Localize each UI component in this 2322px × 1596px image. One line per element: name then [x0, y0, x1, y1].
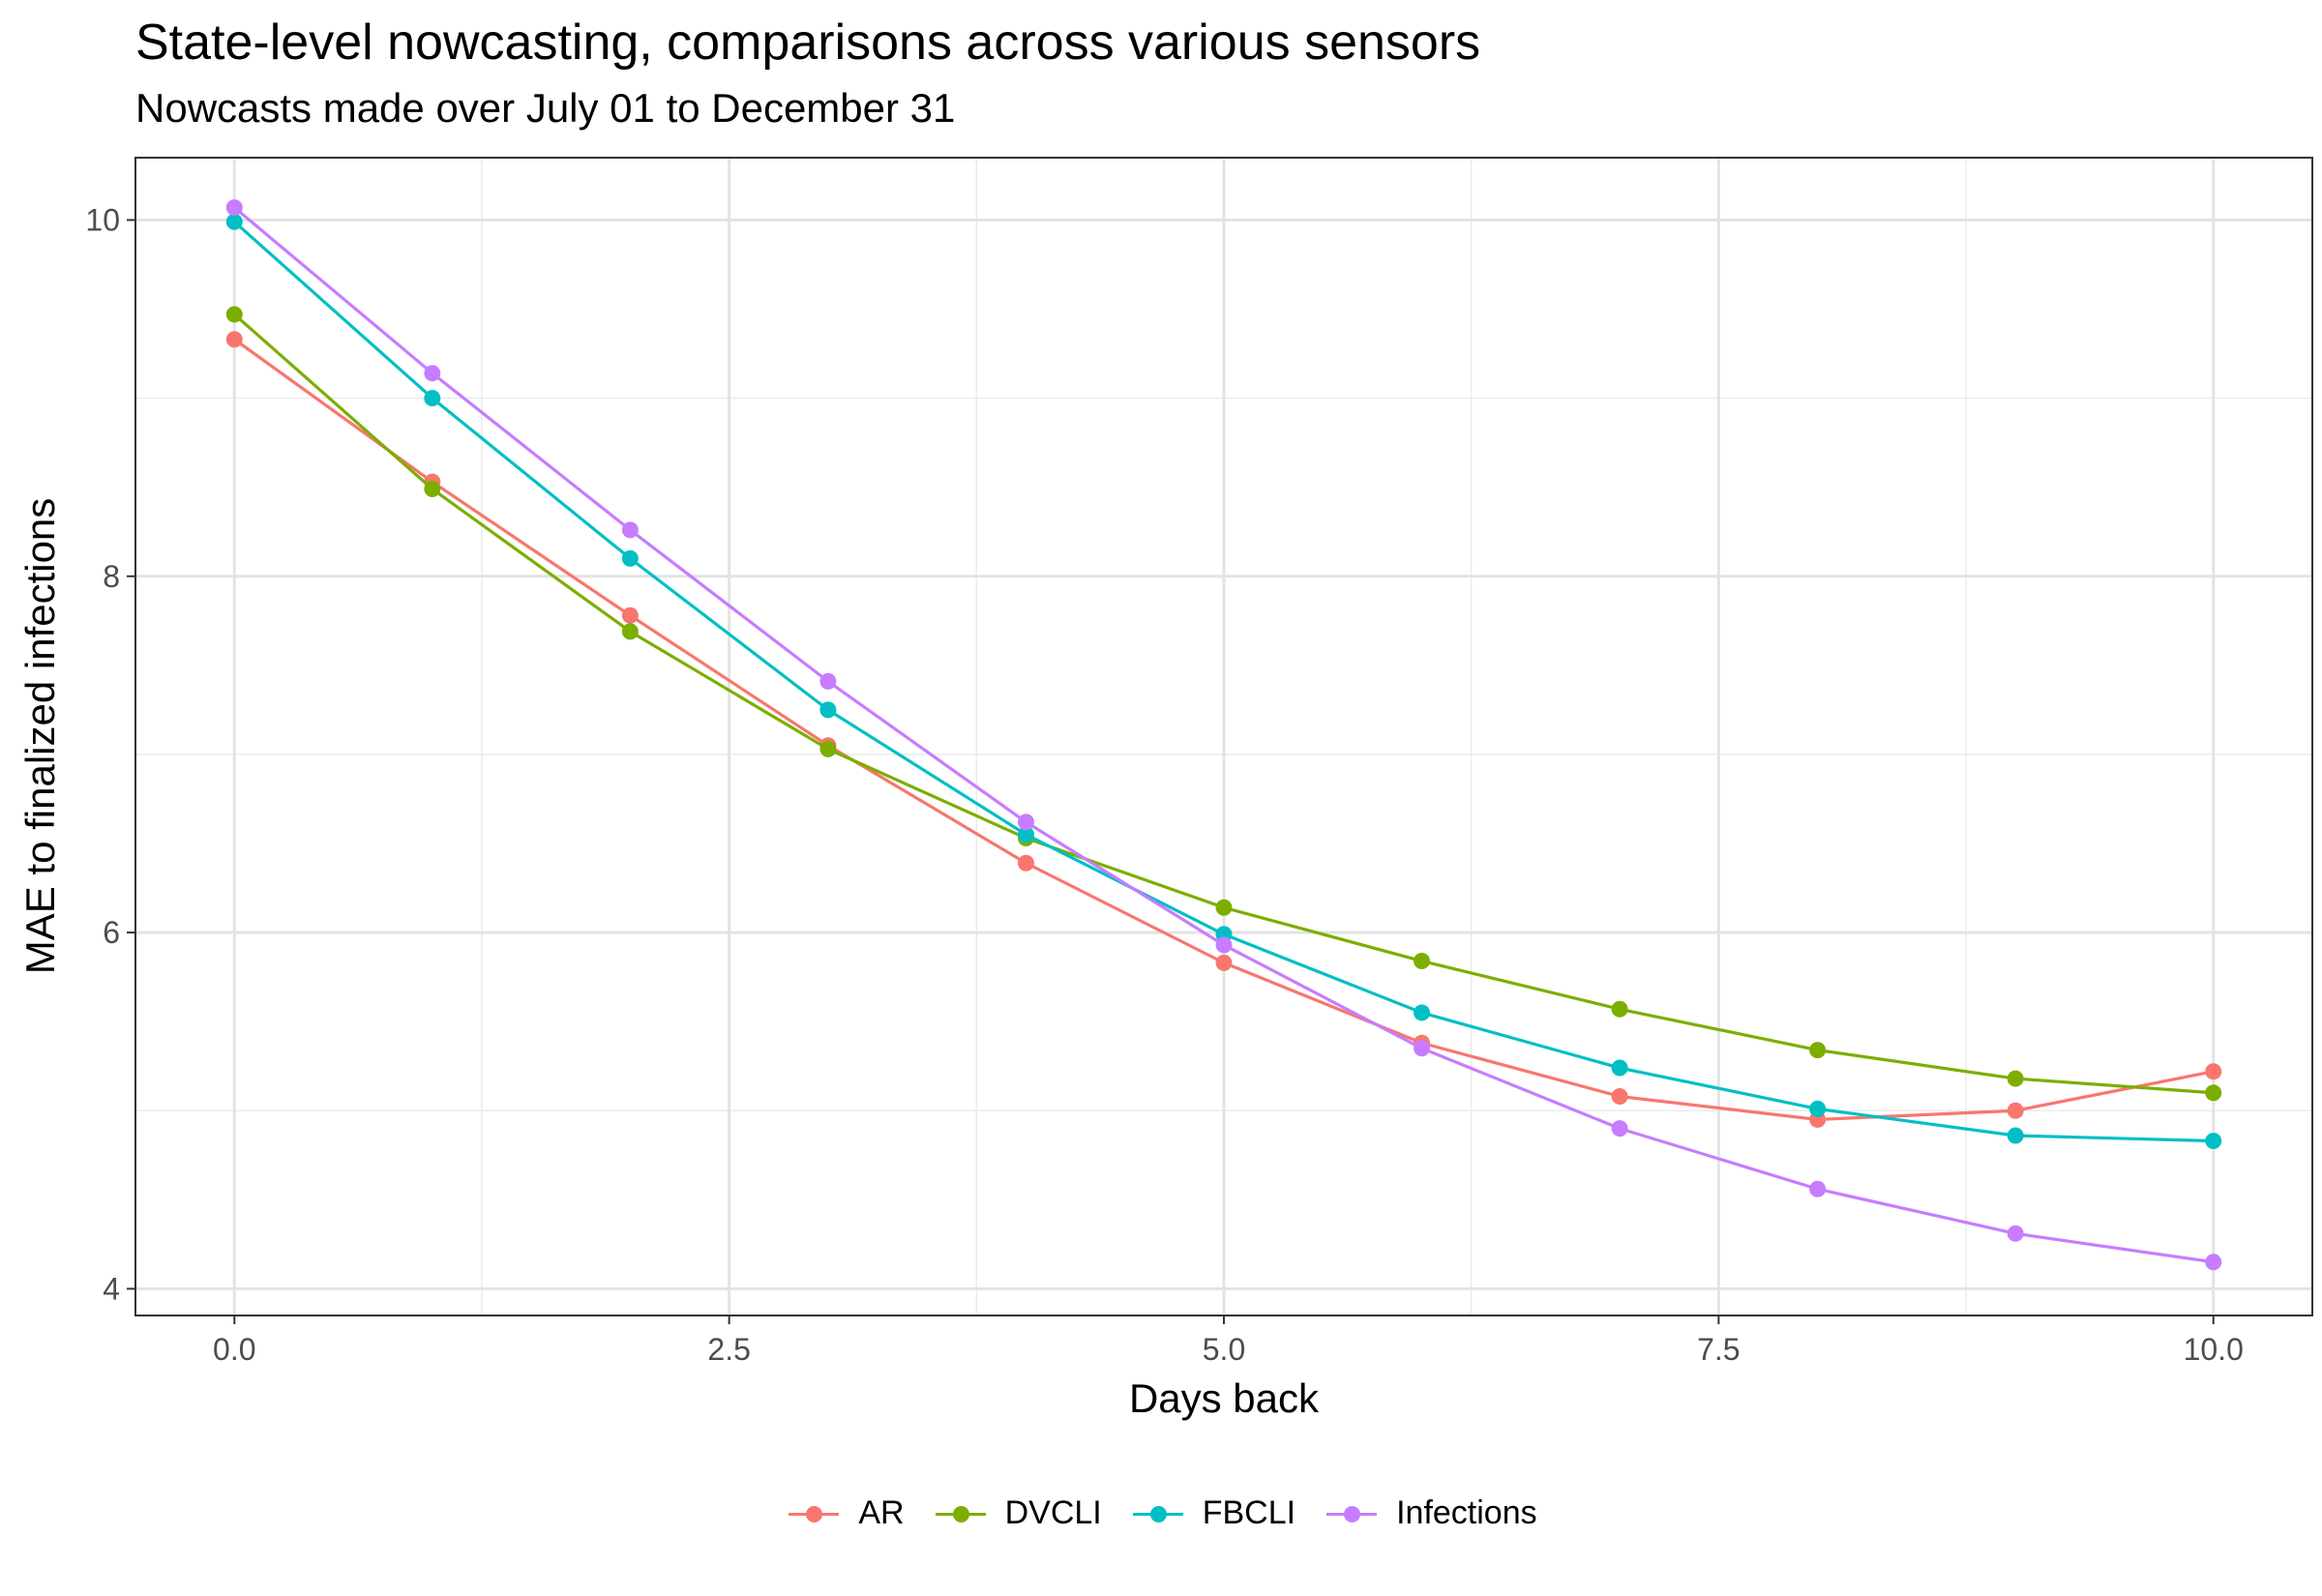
data-point-fbcli — [2007, 1127, 2024, 1144]
legend-key-infections — [1323, 1499, 1381, 1528]
x-tick-label: 2.5 — [707, 1332, 750, 1367]
data-point-fbcli — [1017, 826, 1034, 843]
major-gridlines — [135, 158, 2312, 1315]
legend-item-infections: Infections — [1323, 1494, 1537, 1532]
data-point-infections — [1215, 936, 1233, 954]
legend-key-dot — [952, 1505, 969, 1522]
y-tick-label: 6 — [103, 915, 120, 950]
legend: AR DVCLI FBCLI Infections — [0, 1494, 2322, 1532]
x-tick-label: 10.0 — [2184, 1332, 2244, 1367]
legend-item-ar: AR — [785, 1494, 905, 1532]
legend-label-infections: Infections — [1396, 1494, 1537, 1531]
data-point-ar — [2007, 1102, 2024, 1119]
legend-key-fbcli — [1129, 1499, 1187, 1528]
x-tick-label: 7.5 — [1697, 1332, 1740, 1367]
data-point-ar — [1611, 1087, 1628, 1105]
legend-label-dvcli: DVCLI — [1004, 1494, 1102, 1531]
data-point-dvcli — [1414, 953, 1431, 970]
data-point-fbcli — [819, 701, 837, 719]
legend-item-fbcli: FBCLI — [1129, 1494, 1295, 1532]
data-point-infections — [225, 199, 243, 217]
data-point-dvcli — [2205, 1084, 2222, 1102]
data-point-infections — [2007, 1225, 2024, 1242]
data-point-dvcli — [1611, 1000, 1628, 1018]
legend-key-ar — [785, 1499, 843, 1528]
data-point-infections — [2205, 1254, 2222, 1271]
data-point-ar — [1017, 854, 1034, 872]
data-point-ar — [2205, 1063, 2222, 1080]
data-point-infections — [1414, 1040, 1431, 1057]
legend-key-dot — [1344, 1505, 1361, 1522]
legend-label-ar: AR — [858, 1494, 905, 1531]
data-point-fbcli — [225, 213, 243, 230]
data-point-ar — [1215, 954, 1233, 971]
data-point-dvcli — [819, 740, 837, 757]
series-layer — [225, 199, 2222, 1271]
data-point-dvcli — [2007, 1070, 2024, 1087]
data-point-dvcli — [424, 481, 441, 498]
legend-key-dvcli — [932, 1499, 990, 1528]
data-point-infections — [621, 521, 639, 539]
data-point-dvcli — [225, 306, 243, 323]
x-tick-label: 5.0 — [1203, 1332, 1245, 1367]
data-point-infections — [1611, 1120, 1628, 1138]
data-point-fbcli — [424, 390, 441, 407]
data-point-fbcli — [1414, 1004, 1431, 1021]
x-axis-title: Days back — [1129, 1375, 1320, 1421]
y-tick-label: 4 — [103, 1271, 120, 1306]
data-point-infections — [1809, 1180, 1827, 1197]
chart-title: State-level nowcasting, comparisons acro… — [135, 15, 1481, 71]
legend-item-dvcli: DVCLI — [932, 1494, 1102, 1532]
data-point-dvcli — [1809, 1042, 1827, 1059]
axis-ticks: 0.0 2.5 5.0 7.5 10.0 4 6 8 10 — [85, 202, 2243, 1367]
data-point-infections — [819, 672, 837, 690]
legend-label-fbcli: FBCLI — [1202, 1494, 1296, 1531]
x-tick-label: 0.0 — [213, 1332, 255, 1367]
chart-subtitle: Nowcasts made over July 01 to December 3… — [135, 85, 956, 131]
data-point-fbcli — [1809, 1100, 1827, 1117]
data-point-dvcli — [1215, 899, 1233, 916]
data-point-fbcli — [1611, 1059, 1628, 1077]
data-point-fbcli — [621, 549, 639, 567]
y-tick-label: 8 — [103, 559, 120, 594]
y-tick-label: 10 — [85, 202, 120, 237]
data-point-dvcli — [621, 623, 639, 640]
data-point-ar — [225, 331, 243, 348]
data-point-fbcli — [2205, 1133, 2222, 1150]
y-axis-title: MAE to finalized infections — [17, 498, 63, 975]
legend-key-dot — [806, 1505, 823, 1522]
data-point-infections — [1017, 813, 1034, 831]
legend-key-dot — [1149, 1505, 1167, 1522]
data-point-infections — [424, 365, 441, 382]
data-point-ar — [621, 606, 639, 624]
